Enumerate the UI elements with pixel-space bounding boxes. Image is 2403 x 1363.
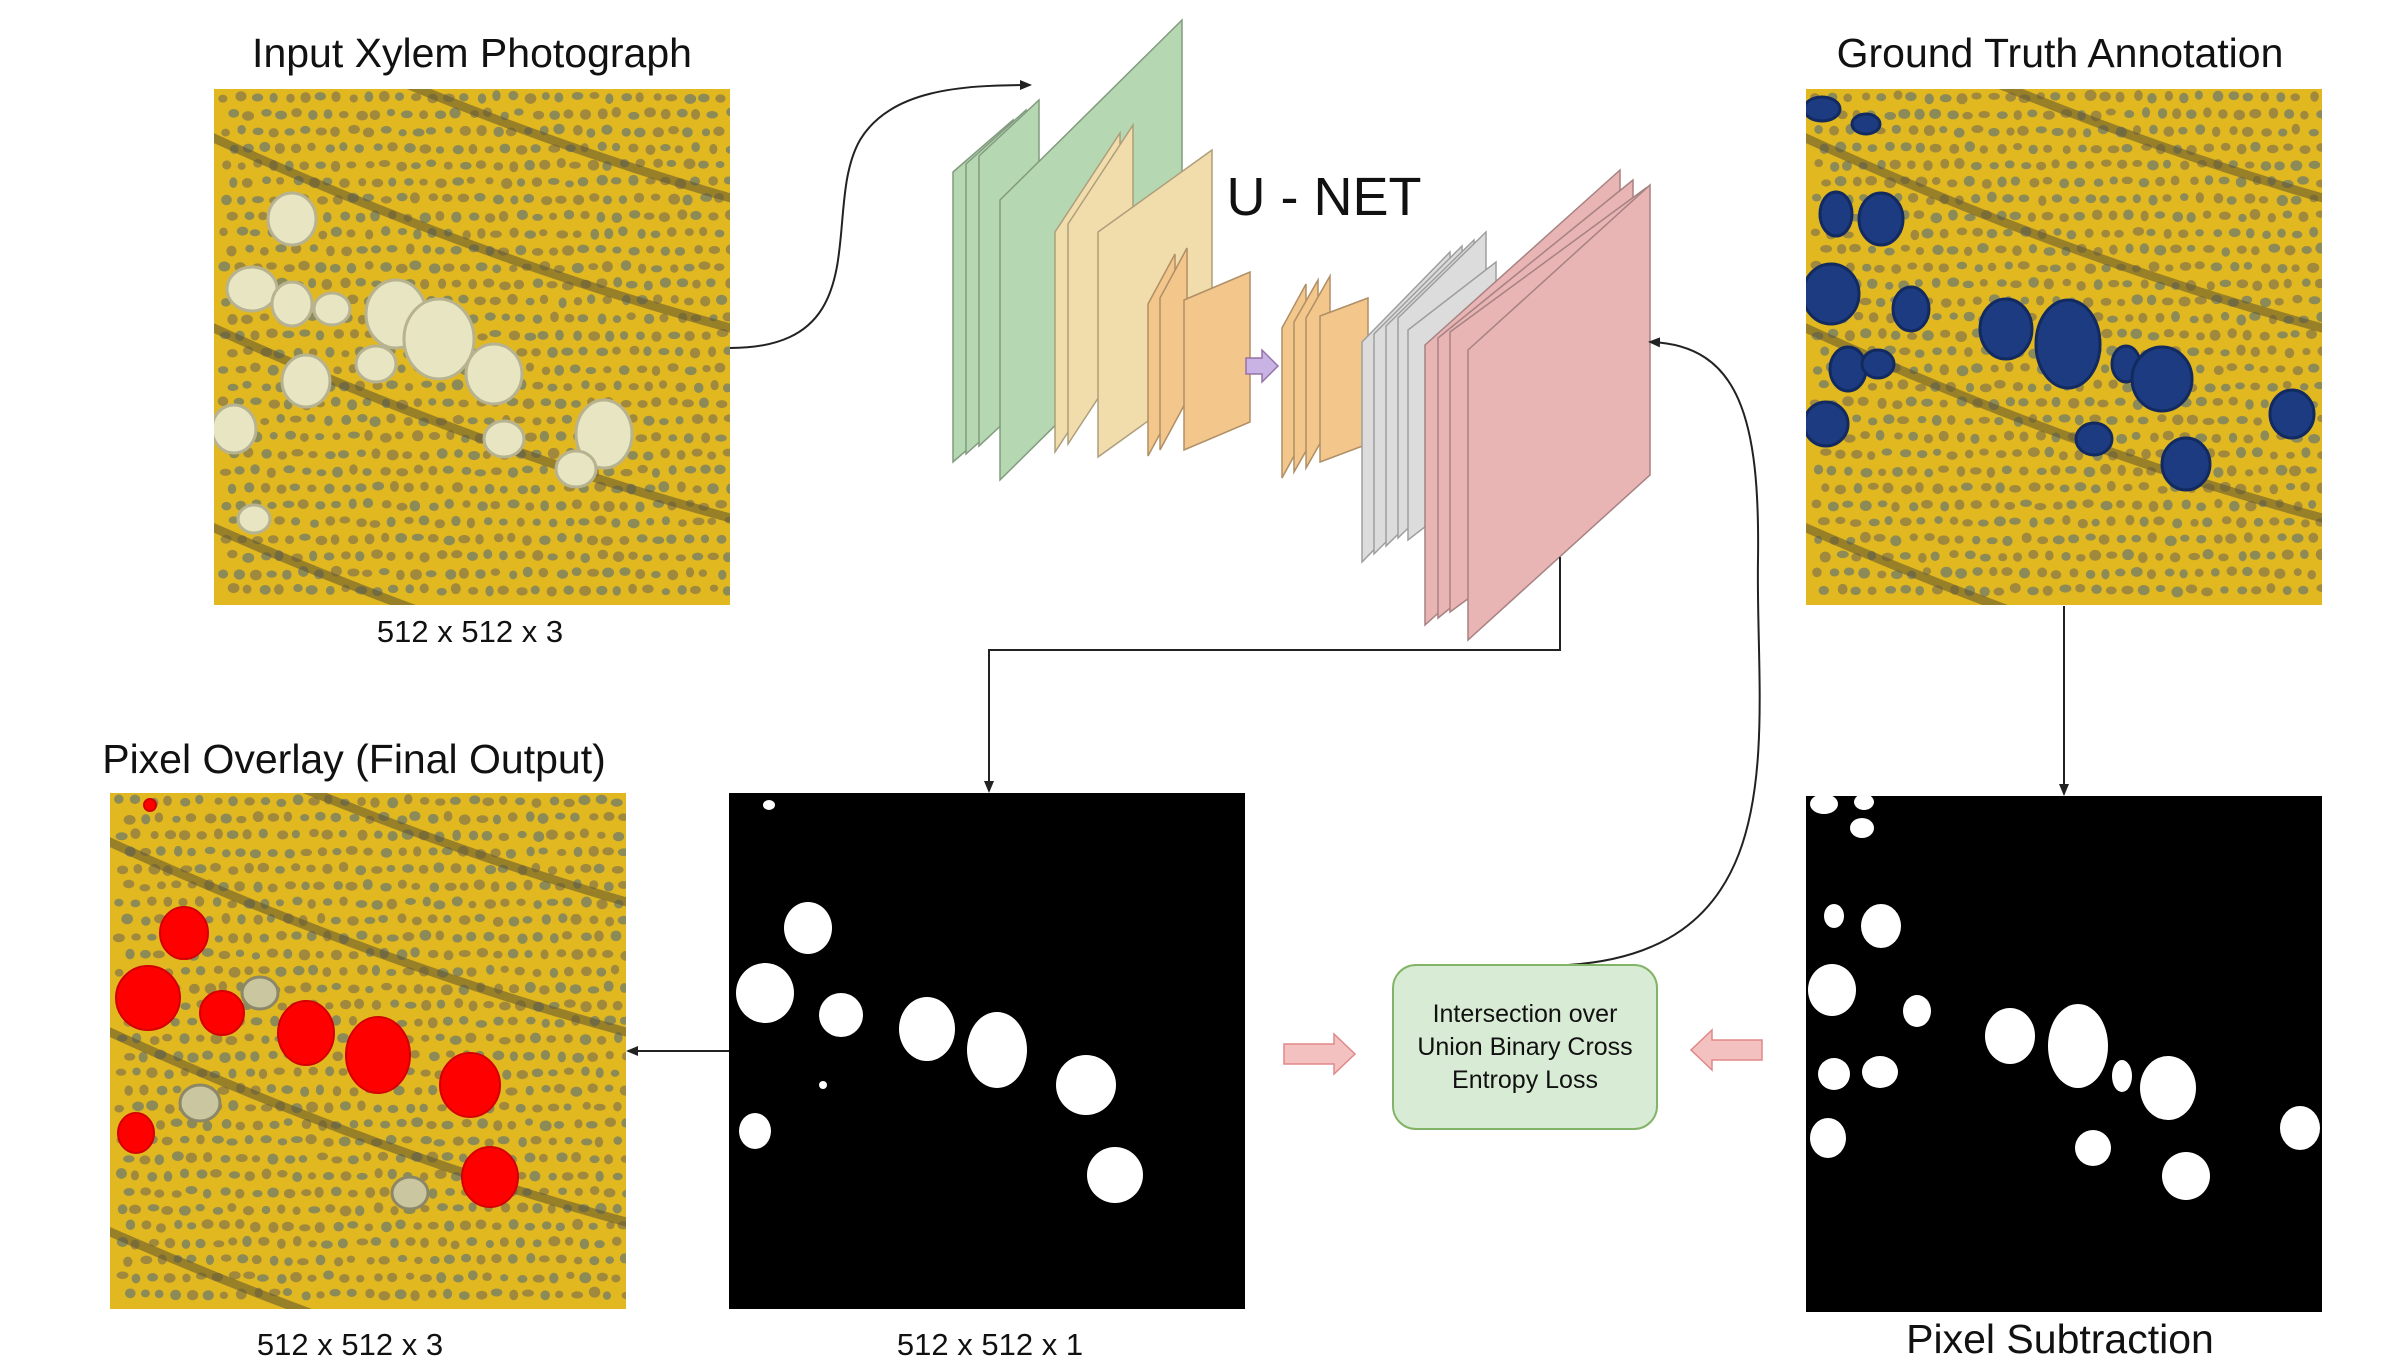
bottleneck-arrow bbox=[1245, 348, 1280, 384]
decoder-to-prediction-arrow bbox=[984, 557, 1561, 793]
loss-line-3: Entropy Loss bbox=[1452, 1065, 1598, 1094]
loss-line-2: Union Binary Cross bbox=[1417, 1032, 1633, 1061]
ground-truth-title: Ground Truth Annotation bbox=[1836, 30, 2284, 76]
vessels bbox=[1806, 95, 2316, 492]
unet-title: U - NET bbox=[1226, 167, 1422, 227]
predicted-mask bbox=[729, 793, 1245, 1309]
subtraction-title: Pixel Subtraction bbox=[1906, 1316, 2214, 1362]
overlay-title: Pixel Overlay (Final Output) bbox=[102, 736, 606, 782]
decoder-3-slab-main bbox=[1467, 183, 1651, 642]
loss-line-1: Intersection over bbox=[1432, 999, 1618, 1028]
input-to-encoder-arrow bbox=[729, 80, 1032, 349]
input-photo-title: Input Xylem Photograph bbox=[252, 30, 692, 76]
growth-bands bbox=[110, 793, 626, 1309]
unet-layers bbox=[952, 18, 1651, 642]
input-dims-label: 512 x 512 x 3 bbox=[376, 614, 564, 649]
mask-blobs bbox=[1808, 796, 2320, 1200]
ground-truth-annotation bbox=[1806, 89, 2322, 605]
subtraction-to-loss-arrow bbox=[1689, 1028, 1763, 1072]
mask-blobs bbox=[736, 800, 1143, 1203]
vessels bbox=[214, 191, 634, 535]
connectors bbox=[626, 80, 2069, 1076]
overlay-dims-label: 512 x 512 x 3 bbox=[256, 1327, 444, 1362]
cell-pores bbox=[1809, 89, 2322, 598]
growth-bands bbox=[1806, 89, 2322, 605]
prediction-dims-label: 512 x 512 x 1 bbox=[896, 1327, 1084, 1362]
pixel-subtraction-mask bbox=[1806, 796, 2322, 1312]
prediction-to-loss-arrow bbox=[1283, 1032, 1357, 1076]
growth-bands bbox=[214, 89, 730, 605]
cell-pores bbox=[217, 90, 730, 597]
loss-to-decoder-arrow bbox=[1567, 337, 1761, 966]
pixel-overlay-output bbox=[110, 793, 626, 1309]
loss-function-box: Intersection over Union Binary Cross Ent… bbox=[1392, 964, 1658, 1130]
predicted-vessel-overlay bbox=[115, 798, 519, 1211]
encoder-3-slab-main bbox=[1183, 270, 1251, 452]
input-xylem-photo bbox=[214, 89, 730, 605]
decoder-1-slab-main bbox=[1319, 296, 1369, 464]
